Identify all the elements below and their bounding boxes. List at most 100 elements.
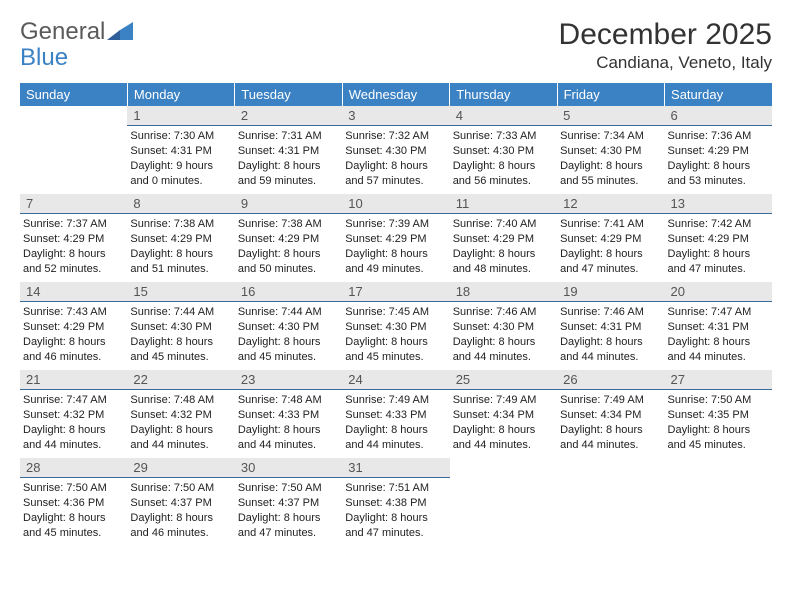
day-number: 8 xyxy=(127,194,234,214)
sunset-text: Sunset: 4:30 PM xyxy=(130,320,231,335)
calendar-day-cell: 10 Sunrise: 7:39 AMSunset: 4:29 PMDayligh… xyxy=(342,194,449,282)
daylight-text: Daylight: 8 hours and 49 minutes. xyxy=(345,247,446,277)
calendar-day-cell: 28Sunrise: 7:50 AMSunset: 4:36 PMDayligh… xyxy=(20,458,127,546)
calendar-body: 1Sunrise: 7:30 AMSunset: 4:31 PMDaylight… xyxy=(20,106,772,546)
daylight-text: Daylight: 8 hours and 44 minutes. xyxy=(453,335,554,365)
day-details: Sunrise: 7:46 AMSunset: 4:31 PMDaylight:… xyxy=(557,302,664,367)
day-number: 5 xyxy=(557,106,664,126)
sunrise-text: Sunrise: 7:39 AM xyxy=(345,217,446,232)
day-number: 17 xyxy=(342,282,449,302)
sunset-text: Sunset: 4:36 PM xyxy=(23,496,124,511)
day-number: 19 xyxy=(557,282,664,302)
calendar-day-cell: 4Sunrise: 7:33 AMSunset: 4:30 PMDaylight… xyxy=(450,106,557,194)
sunset-text: Sunset: 4:33 PM xyxy=(238,408,339,423)
calendar-day-cell: 20Sunrise: 7:47 AMSunset: 4:31 PMDayligh… xyxy=(665,282,772,370)
daylight-text: Daylight: 8 hours and 47 minutes. xyxy=(345,511,446,541)
calendar-day-cell: 3Sunrise: 7:32 AMSunset: 4:30 PMDaylight… xyxy=(342,106,449,194)
sunrise-text: Sunrise: 7:36 AM xyxy=(668,129,769,144)
day-number: 3 xyxy=(342,106,449,126)
sunrise-text: Sunrise: 7:34 AM xyxy=(560,129,661,144)
daylight-text: Daylight: 8 hours and 55 minutes. xyxy=(560,159,661,189)
day-details: Sunrise: 7:44 AMSunset: 4:30 PMDaylight:… xyxy=(127,302,234,367)
sunset-text: Sunset: 4:31 PM xyxy=(560,320,661,335)
sunset-text: Sunset: 4:29 PM xyxy=(23,232,124,247)
calendar-day-cell xyxy=(557,458,664,546)
weekday-header: Sunday xyxy=(20,83,127,106)
sunset-text: Sunset: 4:35 PM xyxy=(668,408,769,423)
day-details: Sunrise: 7:33 AMSunset: 4:30 PMDaylight:… xyxy=(450,126,557,191)
day-number: 13 xyxy=(665,194,772,214)
calendar-day-cell xyxy=(665,458,772,546)
location-label: Candiana, Veneto, Italy xyxy=(559,53,772,73)
calendar-week-row: 1Sunrise: 7:30 AMSunset: 4:31 PMDaylight… xyxy=(20,106,772,194)
weekday-header: Friday xyxy=(557,83,664,106)
calendar-day-cell: 24Sunrise: 7:49 AMSunset: 4:33 PMDayligh… xyxy=(342,370,449,458)
daylight-text: Daylight: 8 hours and 47 minutes. xyxy=(238,511,339,541)
day-number: 6 xyxy=(665,106,772,126)
sunrise-text: Sunrise: 7:30 AM xyxy=(130,129,231,144)
weekday-header: Saturday xyxy=(665,83,772,106)
day-details: Sunrise: 7:32 AMSunset: 4:30 PMDaylight:… xyxy=(342,126,449,191)
day-details: Sunrise: 7:49 AMSunset: 4:34 PMDaylight:… xyxy=(450,390,557,455)
daylight-text: Daylight: 8 hours and 45 minutes. xyxy=(345,335,446,365)
sunrise-text: Sunrise: 7:38 AM xyxy=(130,217,231,232)
sunrise-text: Sunrise: 7:50 AM xyxy=(238,481,339,496)
day-number: 18 xyxy=(450,282,557,302)
sunrise-text: Sunrise: 7:46 AM xyxy=(453,305,554,320)
day-number: 14 xyxy=(20,282,127,302)
sunset-text: Sunset: 4:37 PM xyxy=(130,496,231,511)
day-details: Sunrise: 7:38 AMSunset: 4:29 PMDaylight:… xyxy=(235,214,342,279)
sunset-text: Sunset: 4:30 PM xyxy=(345,144,446,159)
sunset-text: Sunset: 4:29 PM xyxy=(560,232,661,247)
calendar-day-cell: 29Sunrise: 7:50 AMSunset: 4:37 PMDayligh… xyxy=(127,458,234,546)
sunset-text: Sunset: 4:29 PM xyxy=(130,232,231,247)
calendar-day-cell: 14Sunrise: 7:43 AMSunset: 4:29 PMDayligh… xyxy=(20,282,127,370)
calendar-table: Sunday Monday Tuesday Wednesday Thursday… xyxy=(20,83,772,546)
day-details: Sunrise: 7:31 AMSunset: 4:31 PMDaylight:… xyxy=(235,126,342,191)
daylight-text: Daylight: 9 hours and 0 minutes. xyxy=(130,159,231,189)
day-details: Sunrise: 7:40 AMSunset: 4:29 PMDaylight:… xyxy=(450,214,557,279)
calendar-day-cell: 5Sunrise: 7:34 AMSunset: 4:30 PMDaylight… xyxy=(557,106,664,194)
calendar-day-cell: 9Sunrise: 7:38 AMSunset: 4:29 PMDaylight… xyxy=(235,194,342,282)
day-number: 10 xyxy=(342,194,449,214)
sunset-text: Sunset: 4:34 PM xyxy=(453,408,554,423)
page: General December 2025 Candiana, Veneto, … xyxy=(0,0,792,612)
calendar-day-cell: 13 Sunrise: 7:42 AMSunset: 4:29 PMDayligh… xyxy=(665,194,772,282)
calendar-day-cell xyxy=(450,458,557,546)
sunrise-text: Sunrise: 7:48 AM xyxy=(130,393,231,408)
calendar-day-cell: 15Sunrise: 7:44 AMSunset: 4:30 PMDayligh… xyxy=(127,282,234,370)
sunset-text: Sunset: 4:29 PM xyxy=(238,232,339,247)
day-number: 31 xyxy=(342,458,449,478)
day-details: Sunrise: 7:50 AMSunset: 4:36 PMDaylight:… xyxy=(20,478,127,543)
sunset-text: Sunset: 4:29 PM xyxy=(668,232,769,247)
sunrise-text: Sunrise: 7:46 AM xyxy=(560,305,661,320)
calendar-week-row: 28Sunrise: 7:50 AMSunset: 4:36 PMDayligh… xyxy=(20,458,772,546)
sunset-text: Sunset: 4:34 PM xyxy=(560,408,661,423)
sunrise-text: Sunrise: 7:42 AM xyxy=(668,217,769,232)
calendar-day-cell: 31Sunrise: 7:51 AMSunset: 4:38 PMDayligh… xyxy=(342,458,449,546)
calendar-day-cell: 21Sunrise: 7:47 AMSunset: 4:32 PMDayligh… xyxy=(20,370,127,458)
daylight-text: Daylight: 8 hours and 46 minutes. xyxy=(23,335,124,365)
day-number: 12 xyxy=(557,194,664,214)
sunrise-text: Sunrise: 7:40 AM xyxy=(453,217,554,232)
sunrise-text: Sunrise: 7:50 AM xyxy=(668,393,769,408)
day-details: Sunrise: 7:47 AMSunset: 4:32 PMDaylight:… xyxy=(20,390,127,455)
day-number: 26 xyxy=(557,370,664,390)
sunset-text: Sunset: 4:31 PM xyxy=(668,320,769,335)
daylight-text: Daylight: 8 hours and 44 minutes. xyxy=(560,335,661,365)
calendar-day-cell: 30Sunrise: 7:50 AMSunset: 4:37 PMDayligh… xyxy=(235,458,342,546)
day-details: Sunrise: 7:50 AMSunset: 4:37 PMDaylight:… xyxy=(127,478,234,543)
day-number: 2 xyxy=(235,106,342,126)
sunset-text: Sunset: 4:29 PM xyxy=(345,232,446,247)
calendar-week-row: 14Sunrise: 7:43 AMSunset: 4:29 PMDayligh… xyxy=(20,282,772,370)
calendar-day-cell: 25Sunrise: 7:49 AMSunset: 4:34 PMDayligh… xyxy=(450,370,557,458)
day-number: 29 xyxy=(127,458,234,478)
day-details: Sunrise: 7:36 AMSunset: 4:29 PMDaylight:… xyxy=(665,126,772,191)
logo-icon xyxy=(107,22,133,42)
daylight-text: Daylight: 8 hours and 47 minutes. xyxy=(668,247,769,277)
calendar-week-row: 21Sunrise: 7:47 AMSunset: 4:32 PMDayligh… xyxy=(20,370,772,458)
sunrise-text: Sunrise: 7:37 AM xyxy=(23,217,124,232)
daylight-text: Daylight: 8 hours and 45 minutes. xyxy=(238,335,339,365)
month-title: December 2025 xyxy=(559,18,772,51)
daylight-text: Daylight: 8 hours and 52 minutes. xyxy=(23,247,124,277)
